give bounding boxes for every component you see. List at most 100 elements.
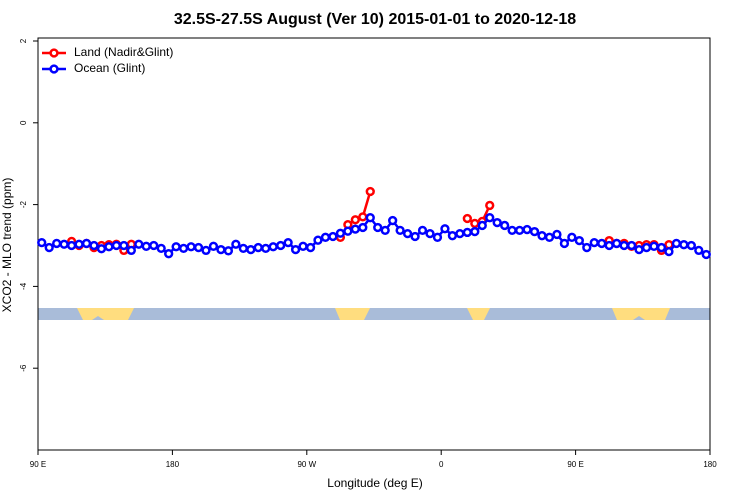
data-point: [641, 242, 652, 253]
data-point: [694, 245, 704, 256]
data-point: [365, 213, 375, 223]
data-point: [81, 238, 92, 249]
x-tick-label: 180: [166, 460, 180, 469]
data-point: [119, 240, 129, 251]
data-point: [96, 244, 107, 254]
legend-marker: [49, 64, 59, 74]
y-axis-label: XCO2 - MLO trend (ppm): [0, 178, 14, 313]
data-point: [373, 222, 383, 233]
data-point: [604, 240, 614, 251]
y-tick-label: -4: [19, 282, 28, 290]
data-point: [559, 238, 570, 249]
data-point: [261, 243, 271, 254]
data-point: [171, 242, 181, 252]
data-point: [440, 224, 450, 234]
data-point: [358, 222, 368, 233]
data-point: [634, 244, 644, 255]
data-point: [462, 213, 472, 224]
data-point: [134, 239, 144, 249]
data-point: [216, 244, 226, 255]
data-point: [380, 225, 390, 236]
data-point: [44, 242, 54, 253]
data-point: [701, 249, 711, 260]
data-point: [612, 238, 622, 249]
data-point: [298, 241, 308, 251]
data-point: [679, 240, 689, 250]
data-point: [149, 240, 159, 251]
data-point: [529, 226, 540, 237]
data-point: [432, 232, 443, 242]
data-point: [671, 238, 682, 249]
x-tick-label: 0: [439, 460, 444, 469]
data-point: [141, 241, 151, 251]
data-point: [290, 244, 301, 255]
y-tick-label: 0: [19, 120, 28, 125]
data-point: [343, 226, 353, 236]
data-point: [104, 242, 114, 252]
legend-label: Ocean (Glint): [74, 61, 145, 75]
data-point: [313, 235, 323, 245]
data-point: [417, 225, 428, 236]
surface-strip: [38, 308, 710, 320]
data-point: [37, 237, 47, 248]
data-point: [283, 237, 293, 248]
data-point: [246, 244, 256, 255]
x-tick-label: 90 E: [567, 460, 583, 469]
data-point: [582, 242, 592, 253]
data-point: [619, 240, 629, 251]
data-point: [178, 243, 189, 254]
data-point: [89, 240, 99, 251]
data-point: [514, 225, 525, 236]
data-point: [626, 240, 637, 251]
data-point: [52, 238, 62, 249]
data-point: [537, 231, 547, 241]
data-point: [492, 217, 502, 228]
legend-label: Land (Nadir&Glint): [74, 45, 173, 59]
data-point: [447, 231, 458, 241]
data-point: [402, 228, 413, 239]
data-point: [126, 245, 136, 256]
data-point: [507, 225, 517, 236]
data-point: [201, 245, 211, 256]
data-point: [552, 229, 562, 240]
data-point: [567, 232, 577, 242]
data-point: [522, 224, 532, 235]
data-point: [59, 239, 69, 249]
data-point: [664, 246, 674, 257]
y-tick-label: -6: [19, 364, 28, 372]
data-point: [462, 227, 472, 238]
data-point: [358, 212, 368, 222]
data-point: [544, 232, 555, 242]
data-point: [193, 242, 204, 253]
data-point: [208, 241, 219, 251]
data-point: [156, 243, 166, 254]
data-point: [485, 200, 495, 211]
data-point: [686, 240, 696, 251]
legend-marker: [49, 48, 59, 58]
data-point: [500, 220, 510, 231]
data-point: [186, 242, 196, 252]
data-point: [470, 218, 480, 229]
data-point: [656, 242, 667, 253]
x-tick-label: 90 E: [30, 460, 46, 469]
x-tick-label: 180: [703, 460, 717, 469]
data-point: [455, 228, 465, 239]
data-point: [597, 238, 607, 249]
data-point: [350, 224, 360, 234]
data-point: [268, 242, 278, 252]
data-point: [276, 240, 286, 251]
data-point: [328, 231, 338, 242]
data-point: [350, 215, 360, 225]
y-tick-label: -2: [19, 200, 28, 208]
data-point: [164, 249, 174, 259]
data-point: [223, 246, 234, 256]
data-point: [485, 213, 495, 223]
data-point: [589, 237, 599, 248]
x-axis-label: Longitude (deg E): [327, 476, 422, 490]
x-tick-label: 90 W: [297, 460, 316, 469]
data-point: [231, 239, 241, 249]
data-point: [425, 228, 435, 239]
data-point: [395, 225, 405, 236]
data-point: [365, 186, 375, 197]
data-point: [74, 239, 84, 249]
